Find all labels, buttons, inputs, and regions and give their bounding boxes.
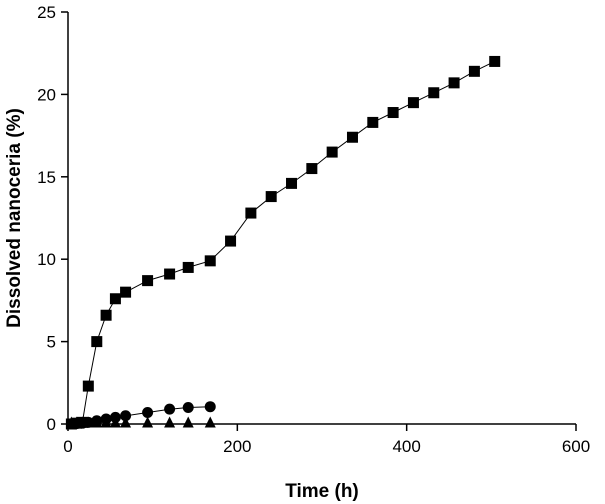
data-point-square xyxy=(448,77,460,89)
data-point-triangle xyxy=(142,416,154,428)
y-tick-label: 20 xyxy=(37,85,56,104)
data-point-square xyxy=(142,275,154,287)
y-axis-title: Dissolved nanoceria (%) xyxy=(4,108,25,328)
data-point-square xyxy=(367,116,379,128)
x-tick-label: 600 xyxy=(562,437,590,456)
y-tick-label: 5 xyxy=(47,333,56,352)
y-tick-label: 10 xyxy=(37,250,56,269)
x-tick-label: 400 xyxy=(392,437,420,456)
data-point-square xyxy=(245,207,257,219)
y-tick-label: 25 xyxy=(37,3,56,22)
data-point-square xyxy=(407,97,419,109)
data-point-square xyxy=(82,380,94,392)
data-point-triangle xyxy=(204,416,216,428)
data-point-circle xyxy=(204,401,216,413)
data-point-square xyxy=(204,255,216,267)
data-point-square xyxy=(489,55,501,67)
data-point-square xyxy=(100,309,112,321)
series-triangle xyxy=(65,416,216,428)
data-point-square xyxy=(164,268,176,280)
data-point-square xyxy=(346,131,358,143)
x-tick-label: 0 xyxy=(63,437,72,456)
axes: 0 5 10 15 20 25 0 200 400 600 xyxy=(37,3,590,456)
data-point-square xyxy=(182,261,194,273)
data-point-square xyxy=(286,177,298,189)
data-point-circle xyxy=(142,406,154,418)
y-tick-label: 0 xyxy=(47,415,56,434)
x-axis-title: Time (h) xyxy=(285,481,359,502)
y-tick-label: 15 xyxy=(37,168,56,187)
series-line-square xyxy=(71,60,495,425)
data-point-square xyxy=(91,336,103,348)
data-point-triangle xyxy=(164,416,176,428)
data-point-square xyxy=(265,191,277,203)
data-point-square xyxy=(120,286,132,298)
data-point-triangle xyxy=(182,416,194,428)
data-point-square xyxy=(326,146,338,158)
plot-area xyxy=(65,55,501,430)
data-point-circle xyxy=(120,410,132,422)
data-point-square xyxy=(468,65,480,77)
series-square xyxy=(65,55,501,430)
data-point-square xyxy=(428,87,440,99)
data-point-square xyxy=(225,235,237,247)
data-point-square xyxy=(306,163,318,175)
data-point-circle xyxy=(182,402,194,414)
data-point-square xyxy=(109,293,121,305)
x-tick-label: 200 xyxy=(223,437,251,456)
data-point-square xyxy=(387,107,399,119)
data-point-circle xyxy=(164,403,176,415)
